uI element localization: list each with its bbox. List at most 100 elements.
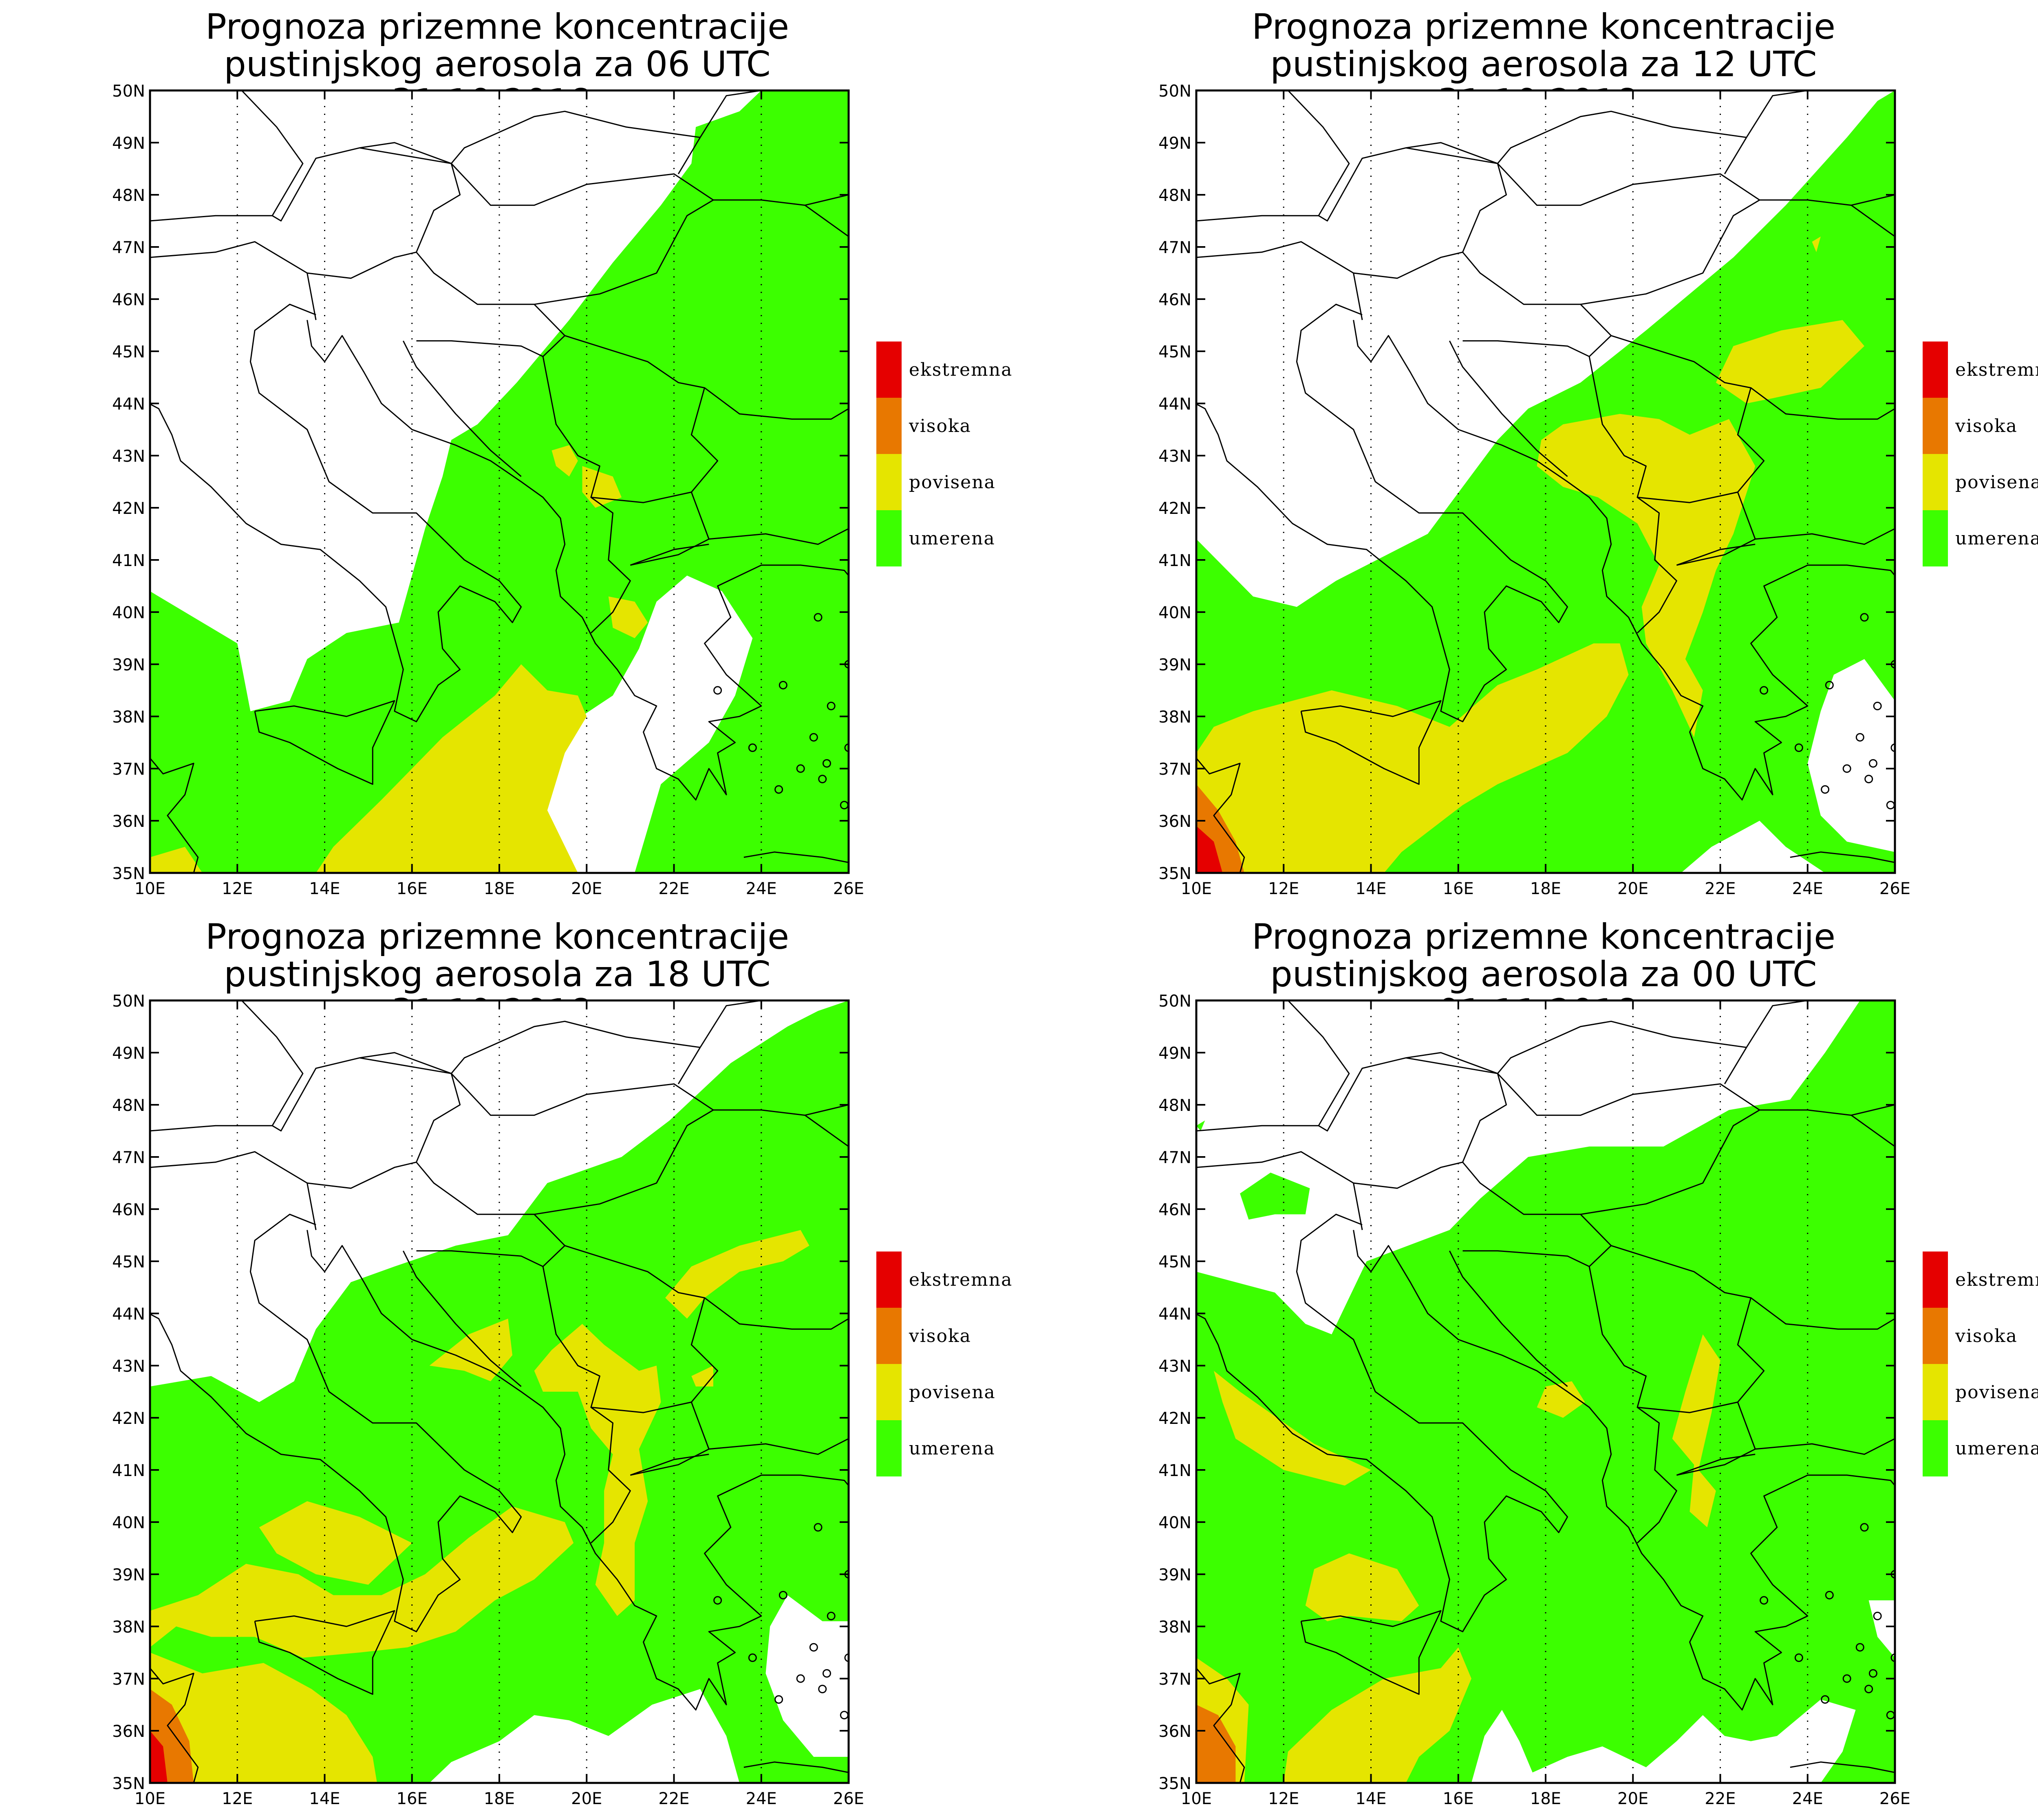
- country-border: [1611, 335, 1895, 420]
- coastline: [1353, 1229, 1895, 1711]
- lon-tick-label: 24E: [1792, 1789, 1823, 1808]
- lon-tick-label: 20E: [1617, 879, 1648, 898]
- concentration-area-umerena: [1196, 1120, 1205, 1131]
- country-border: [1196, 1151, 1354, 1184]
- lat-tick-label: 47N: [112, 1148, 145, 1167]
- island-outline: [774, 1695, 783, 1704]
- lon-tick-label: 16E: [397, 1789, 428, 1808]
- coastline: [743, 1761, 849, 1773]
- title-line-1: Prognoza prizemne koncentracije: [205, 917, 790, 957]
- legend-swatch-umerena: [876, 1420, 902, 1476]
- lat-tick-label: 47N: [1158, 238, 1191, 257]
- concentration-map: 35N 36N 37N 38N 39N 40N 41N 42N 43N 44N 45N 46N 47N 4…: [1158, 992, 1910, 1808]
- legend-item-visoka: visoka: [876, 398, 1048, 454]
- legend-item-visoka: visoka: [1923, 398, 2038, 454]
- concentration-area-ekstremna: [1196, 826, 1223, 873]
- island-outline: [818, 775, 827, 784]
- lat-tick-label: 43N: [1158, 447, 1191, 466]
- lat-tick-label: 37N: [1158, 1670, 1191, 1689]
- lat-tick-label: 39N: [1158, 656, 1191, 674]
- island-outline: [1794, 743, 1803, 752]
- legend-label: visoka: [1955, 1326, 2018, 1346]
- concentration-area-povisena: [551, 445, 578, 477]
- country-border: [677, 1047, 701, 1084]
- country-border: [402, 1250, 522, 1387]
- country-border: [416, 1250, 543, 1267]
- coastline: [150, 304, 522, 723]
- country-border: [1676, 1454, 1756, 1476]
- lat-tick-label: 35N: [1158, 864, 1191, 883]
- country-border: [1497, 163, 1760, 305]
- concentration-map: 35N 36N 37N 38N 39N 40N 41N 42N 43N 44N 45N 46N 47N 4…: [112, 82, 864, 898]
- country-border: [1611, 1245, 1895, 1330]
- concentration-area-ekstremna: [150, 1731, 168, 1783]
- lon-tick-label: 14E: [309, 1789, 340, 1808]
- island-outline: [827, 1611, 836, 1620]
- concentration-area-povisena: [150, 1653, 377, 1783]
- legend-swatch-visoka: [876, 398, 902, 454]
- coastline: [1790, 851, 1895, 863]
- lon-tick-label: 16E: [1443, 1789, 1474, 1808]
- legend-item-povisena: povisena: [1923, 454, 2038, 510]
- country-border: [150, 1057, 631, 1544]
- country-border: [713, 194, 849, 206]
- lat-tick-label: 50N: [1158, 992, 1191, 1011]
- country-border: [307, 251, 417, 320]
- legend-item-visoka: visoka: [876, 1308, 1048, 1364]
- concentration-area-povisena: [1305, 1553, 1419, 1622]
- legend-label: umerena: [1955, 528, 2038, 549]
- island-outline: [1864, 1685, 1873, 1694]
- lat-tick-label: 38N: [1158, 708, 1191, 727]
- island-outline: [844, 1653, 849, 1662]
- island-outline: [1842, 764, 1851, 773]
- legend-label: ekstremna: [909, 1269, 1013, 1290]
- concentration-area-povisena: [1537, 1381, 1585, 1418]
- legend-label: umerena: [1955, 1438, 2038, 1459]
- coastline: [150, 1668, 199, 1783]
- island-outline: [1760, 1596, 1769, 1605]
- island-outline: [796, 1674, 805, 1683]
- lat-tick-label: 50N: [112, 82, 145, 101]
- lon-tick-label: 18E: [1530, 879, 1561, 898]
- legend-label: povisena: [909, 472, 996, 493]
- country-border: [150, 241, 308, 274]
- legend-item-umerena: umerena: [1923, 510, 2038, 566]
- island-outline: [822, 1669, 831, 1678]
- lat-tick-label: 41N: [112, 1461, 145, 1480]
- coastline: [307, 1229, 849, 1711]
- concentration-area-povisena: [608, 596, 648, 638]
- country-border: [1449, 340, 1568, 477]
- legend-swatch-povisena: [876, 1364, 902, 1420]
- island-outline: [818, 1685, 827, 1694]
- country-border: [1637, 491, 1738, 503]
- lat-tick-label: 40N: [1158, 1514, 1191, 1532]
- country-border: [1746, 90, 1808, 138]
- concentration-area-povisena: [150, 1506, 574, 1658]
- legend-item-ekstremna: ekstremna: [1923, 342, 2038, 398]
- island-outline: [713, 1596, 722, 1605]
- country-border: [1196, 147, 1677, 634]
- legend-swatch-visoka: [1923, 1308, 1948, 1364]
- lon-tick-label: 18E: [484, 1789, 515, 1808]
- coastline: [150, 758, 199, 873]
- country-border: [805, 1115, 849, 1147]
- lat-tick-label: 46N: [1158, 1201, 1191, 1219]
- lat-tick-label: 47N: [1158, 1148, 1191, 1167]
- island-outline: [814, 1523, 823, 1532]
- lon-tick-label: 20E: [1617, 1789, 1648, 1808]
- lat-tick-label: 35N: [112, 1774, 145, 1793]
- lat-tick-label: 45N: [112, 1253, 145, 1271]
- country-border: [1196, 241, 1354, 274]
- country-border: [307, 1161, 417, 1230]
- lat-tick-label: 48N: [112, 1096, 145, 1115]
- coastline: [1300, 700, 1442, 785]
- country-border: [241, 90, 304, 216]
- legend-item-povisena: povisena: [1923, 1364, 2038, 1420]
- lat-tick-label: 40N: [112, 1514, 145, 1532]
- lat-tick-label: 43N: [112, 1357, 145, 1376]
- legend-label: visoka: [909, 416, 971, 436]
- country-border: [1637, 1401, 1738, 1413]
- legend-swatch-povisena: [876, 454, 902, 510]
- country-border: [1497, 1073, 1760, 1215]
- country-border: [416, 340, 543, 357]
